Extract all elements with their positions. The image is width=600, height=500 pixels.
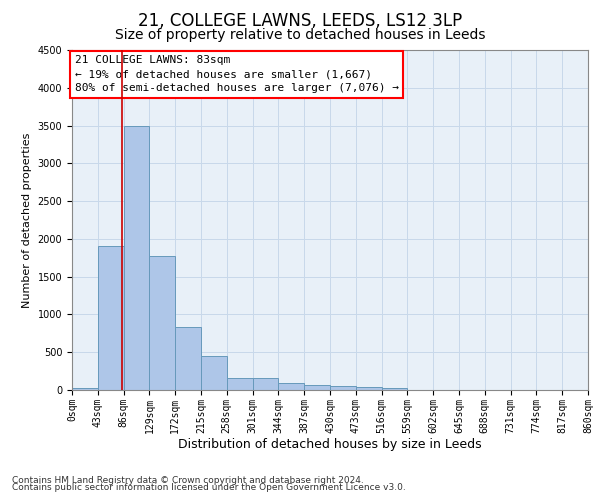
Text: Contains public sector information licensed under the Open Government Licence v3: Contains public sector information licen… — [12, 484, 406, 492]
Text: 21, COLLEGE LAWNS, LEEDS, LS12 3LP: 21, COLLEGE LAWNS, LEEDS, LS12 3LP — [138, 12, 462, 30]
Bar — [356, 387, 382, 390]
Bar — [175, 326, 201, 390]
Bar — [72, 388, 98, 390]
Text: 21 COLLEGE LAWNS: 83sqm
← 19% of detached houses are smaller (1,667)
80% of semi: 21 COLLEGE LAWNS: 83sqm ← 19% of detache… — [74, 55, 398, 93]
Bar — [201, 356, 227, 390]
Bar — [382, 388, 407, 390]
Y-axis label: Number of detached properties: Number of detached properties — [22, 132, 32, 308]
Bar — [278, 383, 304, 390]
Bar — [124, 126, 149, 390]
Bar — [149, 256, 175, 390]
Text: Contains HM Land Registry data © Crown copyright and database right 2024.: Contains HM Land Registry data © Crown c… — [12, 476, 364, 485]
Text: Size of property relative to detached houses in Leeds: Size of property relative to detached ho… — [115, 28, 485, 42]
Bar — [253, 378, 278, 390]
Bar — [304, 386, 330, 390]
Bar — [98, 246, 124, 390]
Bar — [227, 378, 253, 390]
X-axis label: Distribution of detached houses by size in Leeds: Distribution of detached houses by size … — [178, 438, 482, 452]
Bar — [330, 386, 356, 390]
